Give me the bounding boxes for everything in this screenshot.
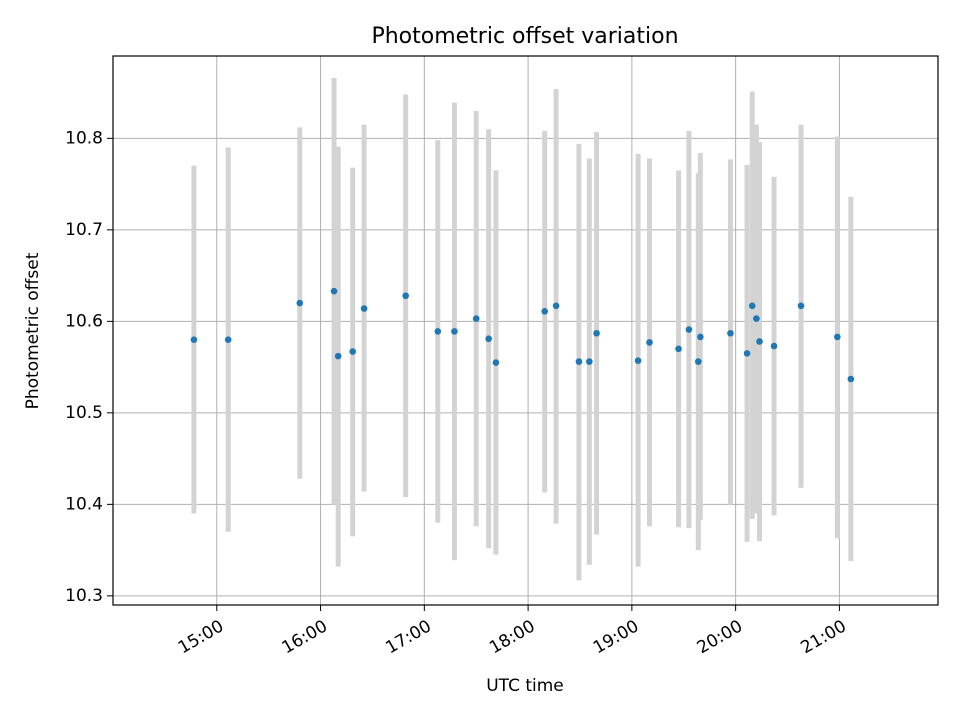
data-point <box>334 352 342 360</box>
data-point <box>743 350 751 357</box>
y-axis-label: Photometric offset <box>23 252 43 409</box>
data-point <box>593 329 600 337</box>
data-point <box>634 357 642 364</box>
data-point <box>492 359 500 366</box>
y-tick-label: 10.7 <box>65 220 103 240</box>
data-points <box>190 287 855 383</box>
data-point <box>575 358 583 365</box>
data-point <box>586 358 593 365</box>
data-point <box>330 287 338 295</box>
y-tick-label: 10.3 <box>65 586 103 606</box>
grid <box>113 56 938 605</box>
data-point <box>485 335 492 343</box>
data-point <box>753 315 760 322</box>
data-point <box>797 302 805 310</box>
y-tick-label: 10.8 <box>65 128 103 148</box>
data-point <box>434 328 442 335</box>
data-point <box>552 302 560 310</box>
data-point <box>727 329 734 337</box>
chart-title: Photometric offset variation <box>371 24 678 49</box>
data-point <box>694 358 702 365</box>
x-tick-label: 18:00 <box>486 616 538 658</box>
data-point <box>472 315 480 322</box>
x-axis-ticks: 15:00 16:00 17:00 18:00 19:00 20:00 21:00 <box>175 605 850 658</box>
data-point <box>685 326 693 333</box>
data-point <box>697 333 704 341</box>
data-point <box>847 375 855 383</box>
x-tick-label: 15:00 <box>175 616 227 658</box>
data-point <box>756 338 763 345</box>
x-tick-label: 17:00 <box>382 616 434 658</box>
data-point <box>190 336 198 343</box>
data-point <box>834 333 841 341</box>
plot-frame <box>112 55 939 606</box>
data-point <box>770 342 778 350</box>
y-tick-label: 10.5 <box>65 403 103 423</box>
x-tick-label: 19:00 <box>590 616 642 658</box>
data-point <box>451 328 458 335</box>
y-axis-ticks: 10.3 10.4 10.5 10.6 10.7 10.8 <box>65 128 113 606</box>
y-tick-label: 10.4 <box>65 494 103 514</box>
data-point <box>646 339 653 346</box>
error-bars <box>191 77 854 581</box>
data-point <box>349 348 357 355</box>
x-axis-label: UTC time <box>486 676 564 696</box>
x-tick-label: 21:00 <box>797 616 849 658</box>
data-point <box>541 307 548 315</box>
x-tick-label: 16:00 <box>279 616 331 658</box>
y-tick-label: 10.6 <box>65 311 103 331</box>
data-point <box>296 299 304 307</box>
data-point <box>360 305 368 312</box>
data-point <box>675 345 682 353</box>
x-tick-label: 20:00 <box>694 616 746 658</box>
data-point <box>748 302 756 310</box>
data-point <box>402 292 409 300</box>
data-point <box>224 336 232 343</box>
